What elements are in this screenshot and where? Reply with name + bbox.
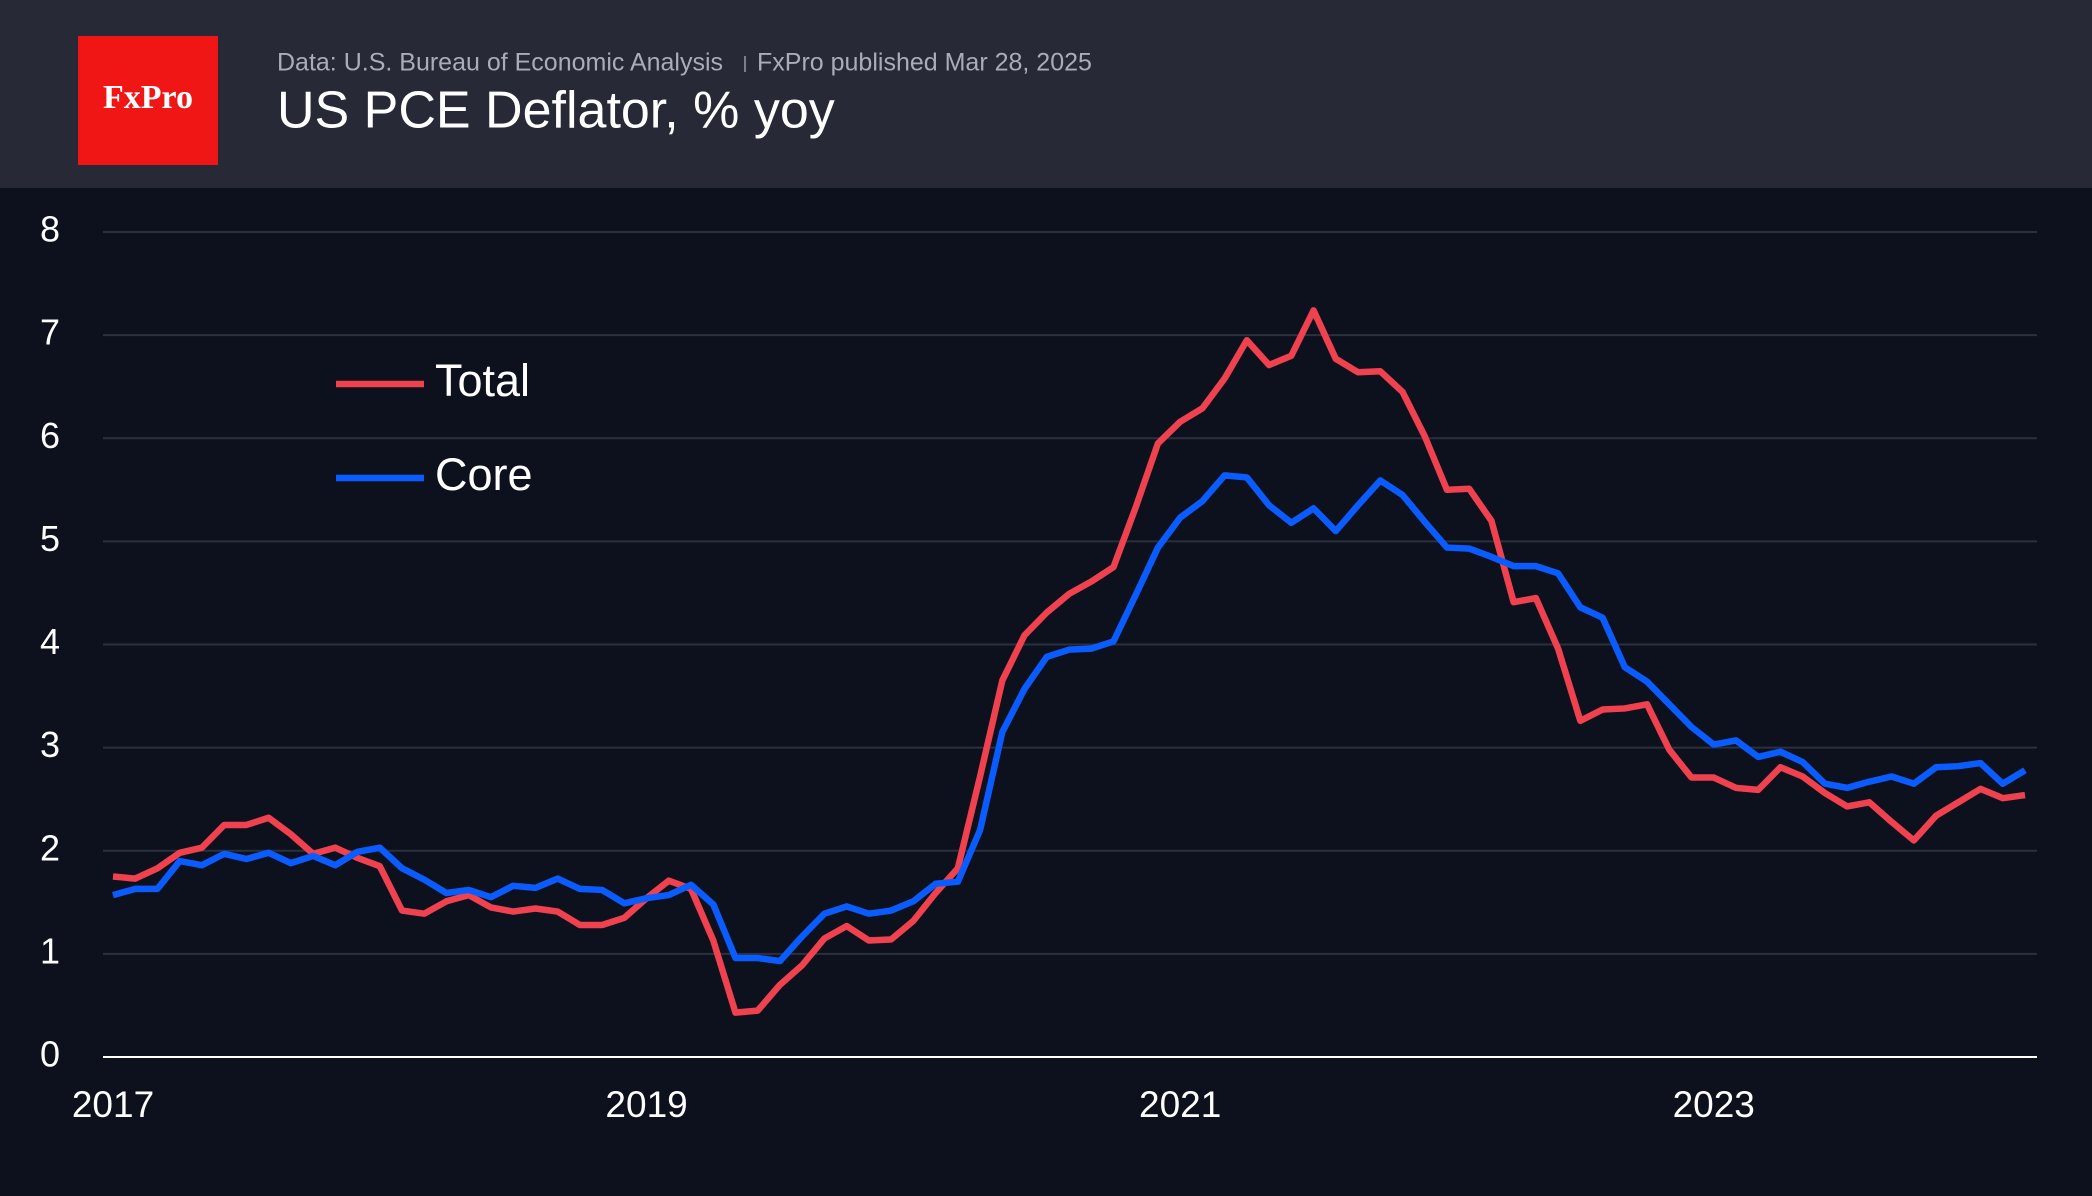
published: FxPro published Mar 28, 2025 xyxy=(757,49,1092,77)
y-tick-label: 7 xyxy=(40,312,60,353)
y-tick-label: 2 xyxy=(40,827,60,868)
legend-label: Core xyxy=(435,449,533,500)
y-tick-label: 4 xyxy=(40,621,60,662)
x-tick-label: 2019 xyxy=(605,1084,687,1125)
y-tick-label: 1 xyxy=(40,930,60,971)
y-tick-label: 0 xyxy=(40,1034,60,1075)
y-tick-label: 6 xyxy=(40,415,60,456)
x-tick-label: 2023 xyxy=(1673,1084,1755,1125)
header xyxy=(0,0,2092,188)
source: Data: U.S. Bureau of Economic Analysis xyxy=(277,49,723,77)
y-tick-label: 3 xyxy=(40,724,60,765)
logo xyxy=(78,36,218,165)
chart-title: US PCE Deflator, % yoy xyxy=(277,82,835,140)
x-tick-label: 2017 xyxy=(72,1084,154,1125)
y-tick-label: 8 xyxy=(40,209,60,250)
series-line xyxy=(112,307,2026,1016)
y-tick-label: 5 xyxy=(40,518,60,559)
logo-text: FxPro xyxy=(103,79,193,116)
legend-label: Total xyxy=(435,355,530,406)
x-tick-label: 2021 xyxy=(1139,1084,1221,1125)
series-line xyxy=(112,472,2027,965)
